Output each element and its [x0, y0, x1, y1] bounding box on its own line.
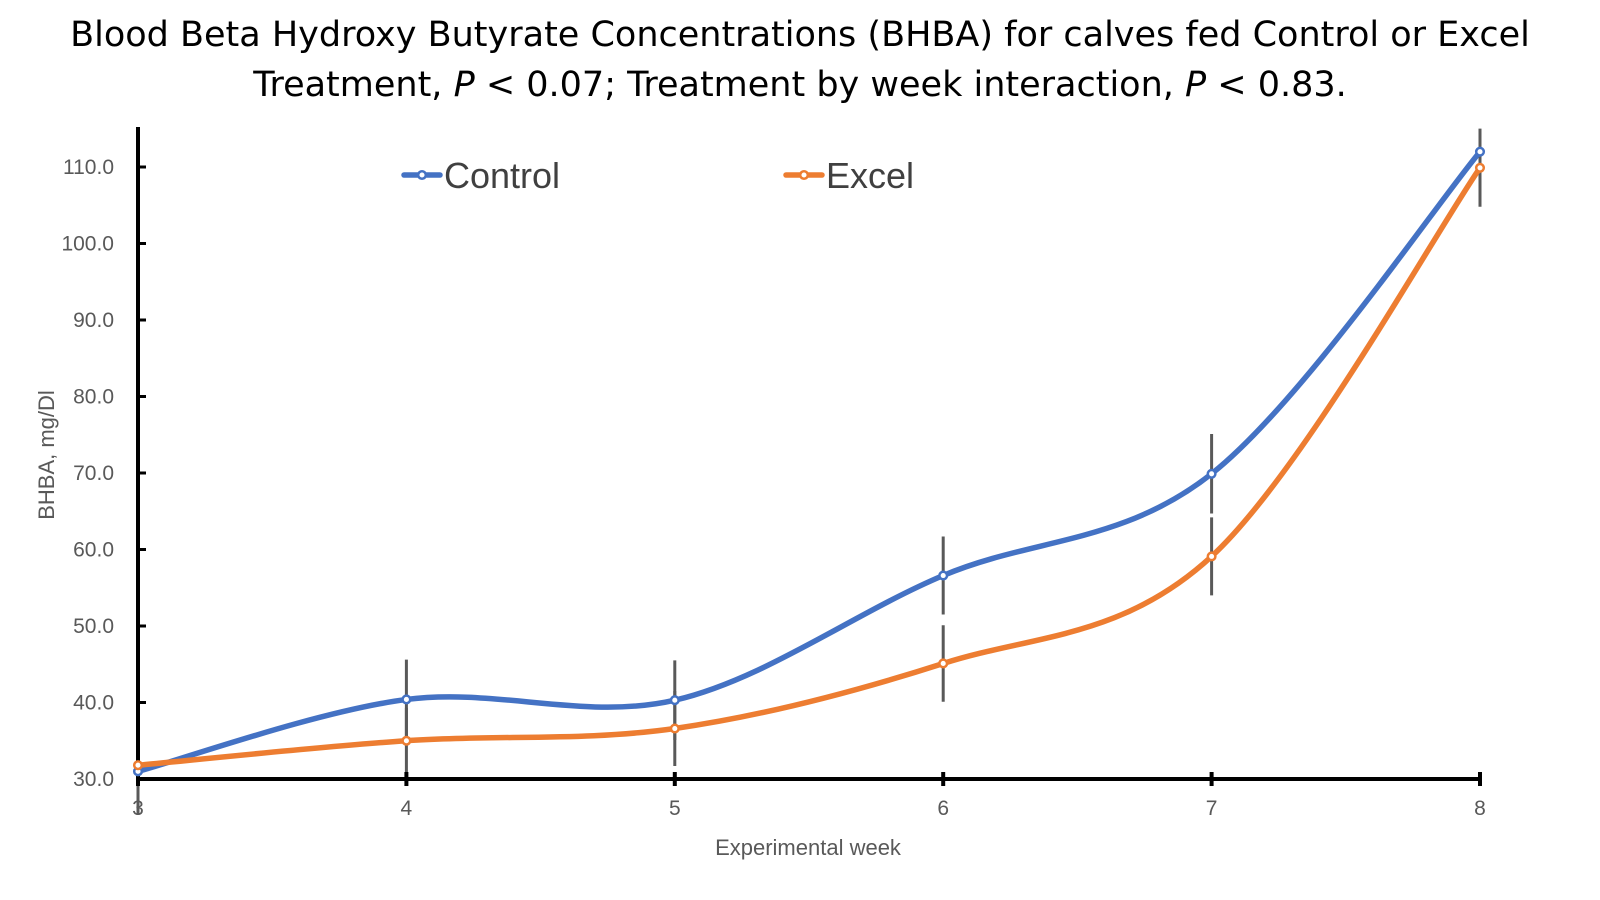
marker-excel-week-6 [938, 658, 949, 669]
marker-excel-week-7 [1206, 551, 1217, 562]
y-tick-label: 80.0 [73, 386, 114, 409]
title-text-treatment: Treatment, [253, 65, 454, 105]
marker-control-week-8 [1474, 146, 1486, 157]
title-text-interaction-p: < 0.83. [1206, 65, 1347, 105]
y-tick-label: 70.0 [73, 462, 114, 485]
chart-title-line-1: Blood Beta Hydroxy Butyrate Concentratio… [70, 15, 1530, 55]
marker-control-week-5 [669, 695, 680, 706]
data-markers [132, 146, 1486, 777]
y-tick-label: 90.0 [73, 309, 114, 332]
marker-control-week-4 [401, 694, 412, 705]
y-tick-label: 40.0 [73, 692, 114, 715]
x-tick-label: 3 [132, 797, 144, 820]
y-tick-label: 30.0 [73, 768, 114, 791]
x-tick-label: 8 [1474, 797, 1486, 820]
marker-excel-week-5 [669, 723, 680, 734]
marker-excel-week-4 [401, 735, 412, 746]
marker-excel-week-3 [132, 760, 144, 771]
title-p-symbol-1: P [453, 65, 475, 105]
x-axis: 3 4 5 6 7 8 [132, 772, 1486, 820]
series-line-excel [135, 165, 1483, 768]
y-tick-label: 110.0 [63, 156, 114, 179]
series-lines [135, 148, 1483, 775]
y-tick-label: 60.0 [73, 539, 114, 562]
y-axis: 30.0 40.0 50.0 60.0 70.0 80.0 90.0 100.0 110.0 [61, 127, 146, 791]
y-axis-title: BHBA, mg/Dl [34, 390, 59, 520]
chart-title: Blood Beta Hydroxy Butyrate Concentratio… [0, 10, 1600, 110]
x-tick-label: 4 [401, 797, 413, 820]
y-tick-label: 50.0 [73, 615, 114, 638]
series-line-control [135, 148, 1483, 775]
marker-control-week-7 [1206, 468, 1217, 479]
title-p-symbol-2: P [1185, 65, 1207, 105]
x-axis-title: Experimental week [715, 835, 902, 860]
chart-title-line-2: Treatment, P < 0.07; Treatment by week i… [0, 60, 1600, 110]
marker-control-week-6 [938, 570, 949, 581]
x-tick-label: 6 [937, 797, 949, 820]
legend-marker-control [416, 169, 428, 181]
legend-marker-excel [798, 169, 810, 181]
x-tick-label: 7 [1206, 797, 1218, 820]
y-tick-label: 100.0 [61, 233, 114, 256]
legend-label-control: Control [444, 155, 560, 196]
x-tick-label: 5 [669, 797, 681, 820]
title-text-interaction: < 0.07; Treatment by week interaction, [474, 65, 1186, 105]
legend: Control Excel [401, 155, 914, 196]
legend-label-excel: Excel [826, 155, 914, 196]
marker-excel-week-8 [1474, 162, 1486, 173]
